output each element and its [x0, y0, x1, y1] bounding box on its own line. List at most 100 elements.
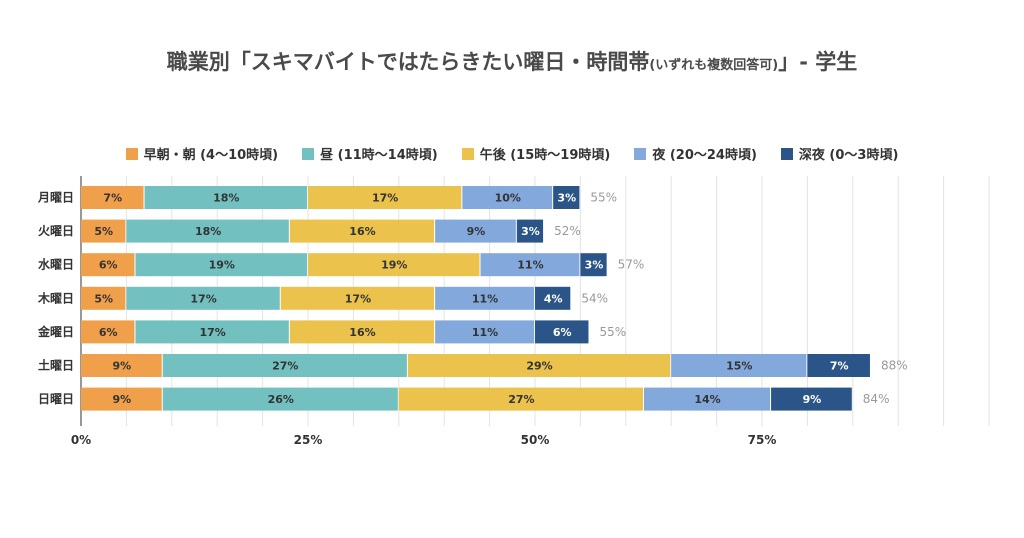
bar-value-label: 10% [495, 192, 521, 205]
bar-value-label: 9% [467, 225, 486, 238]
bar-segment [81, 320, 135, 344]
x-tick-label: 0% [71, 433, 91, 447]
legend-item-noon: 昼 (11時〜14時頃) [302, 144, 438, 163]
legend-item-morning: 早朝・朝 (4〜10時頃) [125, 144, 279, 163]
bar-segment [126, 286, 280, 310]
bar-value-label: 17% [345, 292, 371, 305]
bar-segment [807, 354, 870, 377]
legend-label-noon: 昼 (11時〜14時頃) [320, 148, 438, 163]
legend-label-morning: 早朝・朝 (4〜10時頃) [143, 148, 279, 163]
bar-segment [553, 186, 580, 209]
bar-value-label: 18% [213, 192, 239, 205]
bar-value-label: 6% [553, 326, 572, 339]
x-tick-label: 25% [294, 433, 323, 447]
bar-value-label: 9% [803, 393, 822, 406]
bar-segment [81, 286, 126, 310]
y-category-label: 土曜日 [38, 358, 74, 373]
bar-segment [308, 253, 480, 277]
bar-segment [407, 354, 671, 377]
y-category-label: 日曜日 [38, 392, 74, 406]
bar-segment [535, 286, 571, 310]
bar-value-label: 17% [199, 326, 225, 339]
y-category-label: 月曜日 [37, 191, 74, 205]
y-category-label: 木曜日 [37, 290, 74, 305]
bar-value-label: 7% [830, 360, 849, 373]
bar-segment [81, 354, 162, 377]
bar-segment [144, 186, 307, 209]
bar-segment [516, 219, 544, 243]
bar-value-label: 6% [99, 326, 118, 339]
legend-swatch-latenight [780, 147, 793, 160]
legend-label-night: 夜 (20〜24時頃) [652, 148, 757, 163]
legend-swatch-morning [125, 147, 138, 160]
chart-title-suffix: 」- 学生 [778, 50, 858, 74]
legend-swatch-night [634, 147, 647, 160]
bar-value-label: 4% [544, 292, 563, 305]
y-category-label: 火曜日 [38, 224, 74, 238]
bar-value-label: 11% [472, 292, 498, 305]
bar-value-label: 5% [94, 225, 113, 238]
bar-segment [435, 320, 534, 344]
bar-segment [81, 219, 126, 243]
bar-segment [162, 387, 398, 411]
bar-value-label: 29% [526, 360, 552, 373]
bar-value-label: 3% [521, 225, 540, 238]
bar-value-label: 6% [99, 259, 118, 272]
bar-segment [535, 320, 589, 344]
x-tick-label: 50% [521, 433, 550, 447]
bar-segment [480, 253, 580, 277]
bar-value-label: 5% [94, 292, 113, 305]
row-total-label: 57% [618, 258, 645, 272]
bar-segment [435, 219, 516, 243]
legend-label-afternoon: 午後 (15時〜19時頃) [479, 148, 611, 163]
bar-value-label: 27% [272, 360, 298, 373]
bar-segment [81, 253, 135, 277]
y-category-label: 水曜日 [38, 257, 74, 272]
bar-value-label: 26% [268, 393, 294, 406]
bar-value-label: 14% [694, 393, 720, 406]
chart-title-note: (いずれも複数回答可) [649, 58, 779, 73]
bar-value-label: 9% [113, 360, 132, 373]
bar-value-label: 19% [209, 259, 235, 272]
bar-segment [435, 286, 534, 310]
legend-item-latenight: 深夜 (0〜3時頃) [780, 144, 899, 163]
bar-segment [462, 186, 553, 209]
legend-swatch-noon [302, 147, 315, 160]
bar-segment [289, 219, 435, 243]
legend-item-afternoon: 午後 (15時〜19時頃) [461, 144, 611, 163]
bar-value-label: 16% [349, 326, 375, 339]
x-tick-label: 75% [748, 433, 777, 447]
bar-segment [580, 253, 607, 277]
bar-value-label: 27% [508, 393, 534, 406]
bar-segment [771, 387, 852, 411]
bar-value-label: 9% [113, 393, 132, 406]
row-total-label: 54% [581, 291, 608, 305]
bar-value-label: 3% [557, 192, 576, 205]
bar-value-label: 11% [517, 259, 543, 272]
bar-value-label: 3% [585, 259, 604, 272]
bar-segment [135, 253, 307, 277]
row-total-label: 55% [590, 191, 617, 205]
bar-value-label: 18% [195, 225, 221, 238]
bar-value-label: 7% [103, 192, 122, 205]
legend-label-latenight: 深夜 (0〜3時頃) [798, 148, 899, 163]
bar-value-label: 16% [349, 225, 375, 238]
bar-segment [289, 320, 435, 344]
bar-segment [671, 354, 807, 377]
bar-segment [308, 186, 462, 209]
bar-value-label: 11% [472, 326, 498, 339]
legend-item-night: 夜 (20〜24時頃) [634, 144, 757, 163]
chart-legend: 早朝・朝 (4〜10時頃) 昼 (11時〜14時頃) 午後 (15時〜19時頃)… [0, 144, 1024, 163]
row-total-label: 55% [599, 325, 626, 339]
legend-swatch-afternoon [461, 147, 474, 160]
row-total-label: 52% [554, 224, 581, 238]
row-total-label: 84% [863, 392, 890, 406]
bar-segment [162, 354, 407, 377]
bar-segment [126, 219, 289, 243]
chart-title-main: 職業別「スキマバイトではたらきたい曜日・時間帯 [166, 50, 650, 74]
row-total-label: 88% [881, 359, 908, 373]
bar-segment [81, 186, 144, 209]
bar-value-label: 19% [381, 259, 407, 272]
bar-segment [398, 387, 643, 411]
